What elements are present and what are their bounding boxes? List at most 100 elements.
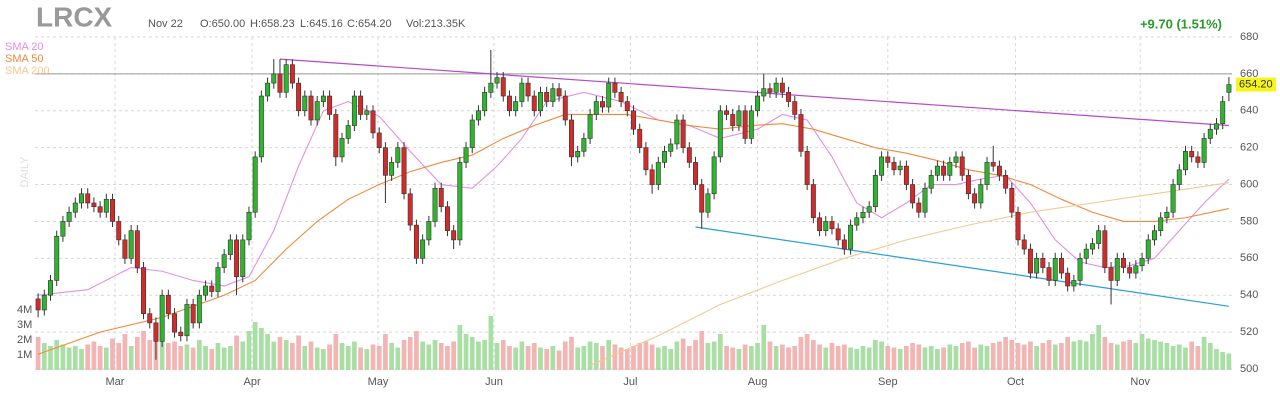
legend-entry: SMA 20 xyxy=(5,41,44,53)
volume-bar xyxy=(891,347,897,370)
volume-bar xyxy=(680,338,686,370)
last-price-label: 654.20 xyxy=(1239,78,1273,90)
volume-bar xyxy=(327,344,332,370)
open: O:650.00 xyxy=(200,18,245,30)
volume-bar xyxy=(147,340,153,370)
volume-bar xyxy=(159,337,165,370)
volume-bar xyxy=(178,346,184,370)
candle-body xyxy=(345,125,351,139)
volume-bar xyxy=(513,347,519,370)
candle-body xyxy=(600,101,605,108)
candle-body xyxy=(1127,267,1133,274)
volume-bar xyxy=(668,349,674,370)
candle-body xyxy=(612,82,618,93)
volume-bar xyxy=(1065,337,1071,370)
candle-body xyxy=(1027,248,1033,274)
candle-body xyxy=(730,114,736,126)
volume-bar xyxy=(234,335,239,370)
volume-bar xyxy=(879,341,884,370)
candle-body xyxy=(668,143,674,152)
candle-body xyxy=(221,254,227,268)
volume-bar xyxy=(860,346,866,370)
volume-bar xyxy=(445,346,450,370)
candle-body xyxy=(544,92,550,102)
candle-body xyxy=(128,230,134,259)
volume-bar xyxy=(345,346,351,370)
volume-bar xyxy=(842,344,847,370)
volume-bar xyxy=(215,343,221,370)
change: +9.70 (1.51%) xyxy=(1140,16,1222,31)
candle-body xyxy=(1046,267,1052,281)
volume-bar xyxy=(190,347,196,370)
volume-bar xyxy=(1121,341,1126,370)
y-tick-label: 680 xyxy=(1240,31,1258,43)
candle-body xyxy=(848,224,854,250)
candle-body xyxy=(110,199,115,222)
volume-bar xyxy=(655,347,661,370)
volume-bar xyxy=(1083,341,1089,370)
volume-bar xyxy=(488,316,494,370)
candle-body xyxy=(1065,272,1071,287)
volume-bar xyxy=(1183,347,1188,370)
volume-bar xyxy=(742,344,748,370)
candle-body xyxy=(196,294,202,324)
candle-body xyxy=(184,304,190,337)
candle-body xyxy=(866,206,872,213)
volume-bar xyxy=(705,343,711,370)
volume-bar xyxy=(817,344,822,370)
volume-bar xyxy=(1077,340,1083,370)
volume-bar xyxy=(1071,341,1077,370)
close: C:654.20 xyxy=(347,18,392,30)
candle-body xyxy=(724,110,730,115)
volume-bar xyxy=(556,350,562,370)
volume-bar xyxy=(48,346,53,370)
candle-body xyxy=(296,82,302,112)
candle-body xyxy=(364,110,370,115)
candle-body xyxy=(147,313,153,324)
volume-bar xyxy=(848,347,853,370)
volume-bar xyxy=(581,346,587,370)
volume-bar xyxy=(246,331,252,370)
candle-body xyxy=(432,187,438,222)
candle-body xyxy=(631,110,636,130)
volume-bar xyxy=(116,343,122,370)
volume-bar xyxy=(755,343,760,370)
volume-tick-label: 1M xyxy=(17,349,32,361)
volume-bar xyxy=(662,346,667,370)
volume-bar xyxy=(997,341,1002,370)
candle-body xyxy=(203,285,209,296)
volume-bar xyxy=(1139,334,1145,370)
volume-bar xyxy=(786,347,791,370)
candle-body xyxy=(265,82,271,97)
volume-bar xyxy=(823,347,829,370)
candle-body xyxy=(41,294,47,311)
candle-body xyxy=(327,95,333,115)
candle-body xyxy=(550,88,556,102)
volume-tick-label: 3M xyxy=(17,319,32,331)
volume-bar xyxy=(277,337,283,370)
volume-bar xyxy=(469,337,475,370)
candle-body xyxy=(513,101,519,112)
candle-body xyxy=(314,101,320,121)
candle-body xyxy=(178,331,184,337)
candle-body xyxy=(1158,217,1164,231)
volume-bar xyxy=(717,334,723,370)
candle-body xyxy=(1040,258,1046,268)
candle-body xyxy=(60,221,66,237)
volume-bar xyxy=(1102,337,1108,370)
candle-body xyxy=(742,110,748,139)
candle-body xyxy=(1226,84,1232,93)
volume-bar xyxy=(165,343,171,370)
candle-body xyxy=(469,119,475,148)
candle-body xyxy=(190,304,196,324)
volume-bar xyxy=(134,337,140,370)
volume-bar xyxy=(296,335,301,370)
volume-bar xyxy=(1021,344,1027,370)
volume-bar xyxy=(339,343,345,370)
candle-body xyxy=(637,128,643,148)
candle-body xyxy=(1220,101,1226,124)
candle-body xyxy=(35,298,41,311)
volume-bar xyxy=(507,346,512,370)
candle-body xyxy=(494,77,500,84)
